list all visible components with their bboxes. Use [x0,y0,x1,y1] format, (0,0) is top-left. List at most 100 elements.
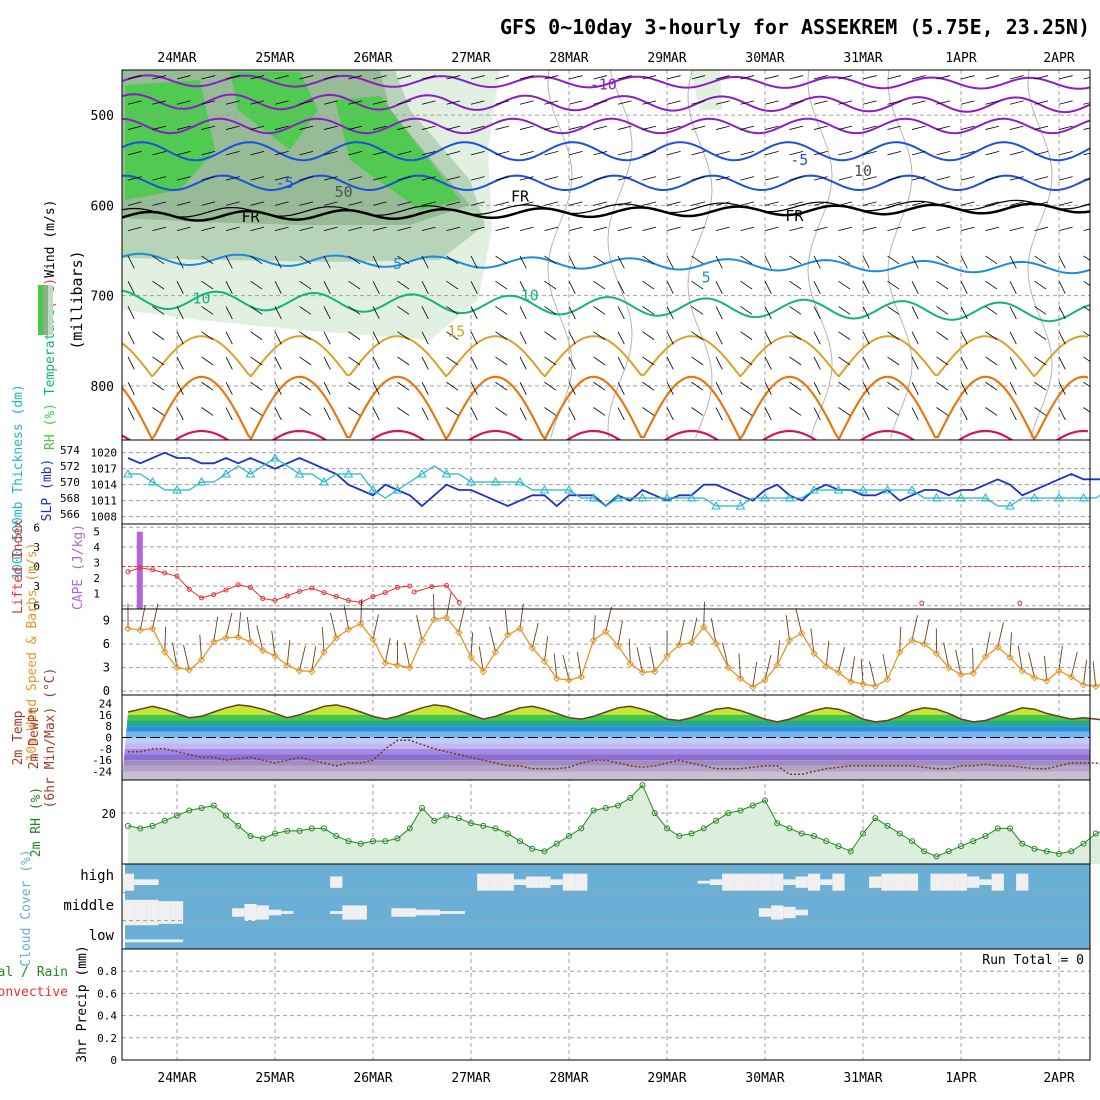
li-tick-label: 3 [33,541,40,554]
wind-barb [617,306,625,320]
wind-barb [666,176,681,181]
wind10m-barb [519,603,524,629]
thickness-point [123,468,133,478]
wind10m-point [736,674,745,683]
wind-barb [397,356,410,366]
wind-barb [740,176,755,181]
wind-barb [642,381,655,391]
wind-barb [544,381,557,391]
wind-barb [176,382,184,395]
wind-barb [985,125,1000,130]
wind-barb [740,280,753,290]
wind-barb [1083,127,1090,130]
wind-barb [201,176,216,181]
wind-barb [838,75,853,80]
wind-barb [617,226,632,232]
wind-barb [495,100,510,105]
thickness-point [319,476,329,486]
thickness-line [128,457,1100,507]
li-tick-label: 6 [33,600,40,613]
wind-barb [519,201,534,206]
lifted-index-point [321,590,327,596]
wind-barb [274,125,289,130]
wind-barb [715,125,730,130]
wind-barb [152,407,165,416]
wind-barb [985,356,998,366]
isotherm-label: FR [511,187,530,205]
wind-barb [764,201,779,206]
slp-ylabel: SLP (mb) [40,459,55,522]
wind-barb [617,356,625,370]
wind-barb [740,201,755,206]
rh-tick-label: 20 [102,807,116,821]
wind-barb [666,407,674,421]
cloud-clear-block [991,873,1004,891]
wind-barb [789,381,802,391]
wind-barb [495,201,510,206]
wind-barb [568,100,583,105]
lifted-index-point [125,569,131,575]
wind10m-barb [997,622,1004,648]
isotherm-label: FR [241,208,260,226]
wind-barb [813,176,828,181]
wind-barb [1083,152,1090,156]
wind-barb [470,382,478,395]
rh2m-point [860,830,866,837]
li-ylabel: Lifted Index [11,520,26,614]
wind-barb [568,75,583,80]
wind-barb [887,280,900,290]
wind-barb [862,407,870,421]
wind-barb [960,356,968,370]
wind-barb [127,201,142,206]
wind-barb [862,306,870,320]
wind-barb [323,226,338,232]
wind-barb [813,75,828,80]
wind-barb [1083,102,1090,105]
wind-barb [421,255,429,269]
wind10m-point [308,667,316,676]
thickness-point [294,468,305,478]
wind-barb [666,280,674,294]
wind-barb [519,331,527,345]
wind-barb [152,280,165,290]
lifted-index-point [346,598,351,603]
wind-barb [838,201,853,206]
wind10m-point [430,615,439,623]
wind-barb [495,226,510,232]
lifted-index-point [444,582,449,588]
wind-barb [960,201,975,206]
wind10m-barb [1028,652,1035,678]
wind10m-point [810,649,818,658]
wind-barb [446,75,461,80]
cloud-clear-block [158,901,171,924]
wind10m-point [822,662,831,670]
wind-barb [421,382,429,395]
wind-barb [593,75,608,80]
rh2m-point [676,833,683,839]
wind10m-barb [172,642,178,668]
wind-barb [642,280,655,290]
wind-barb [176,201,191,206]
thickness-point [858,484,868,494]
thickness-point [784,492,795,502]
wind-barb [1058,407,1066,421]
wind-barb [985,201,1000,206]
thickness-point [196,476,207,486]
cloud-clear-block [526,876,539,888]
rh2m-point [982,833,989,839]
wind-barb [642,306,655,315]
wind-barb [250,150,265,156]
cloud-clear-block [391,908,404,917]
wind10m-point [1043,677,1051,685]
wind-barb [642,176,657,181]
run-total-label: Run Total = 0 [982,953,1084,968]
wind10m-barb [225,612,233,638]
wind10m-point [883,675,892,684]
wind-barb [568,176,583,181]
lifted-index-point [223,587,229,593]
cloud-panel: high middle low Cloud Cover (%) [19,849,1091,967]
wind-barb [274,255,282,269]
wind10m-point [222,634,230,642]
wind-barb [838,226,853,232]
